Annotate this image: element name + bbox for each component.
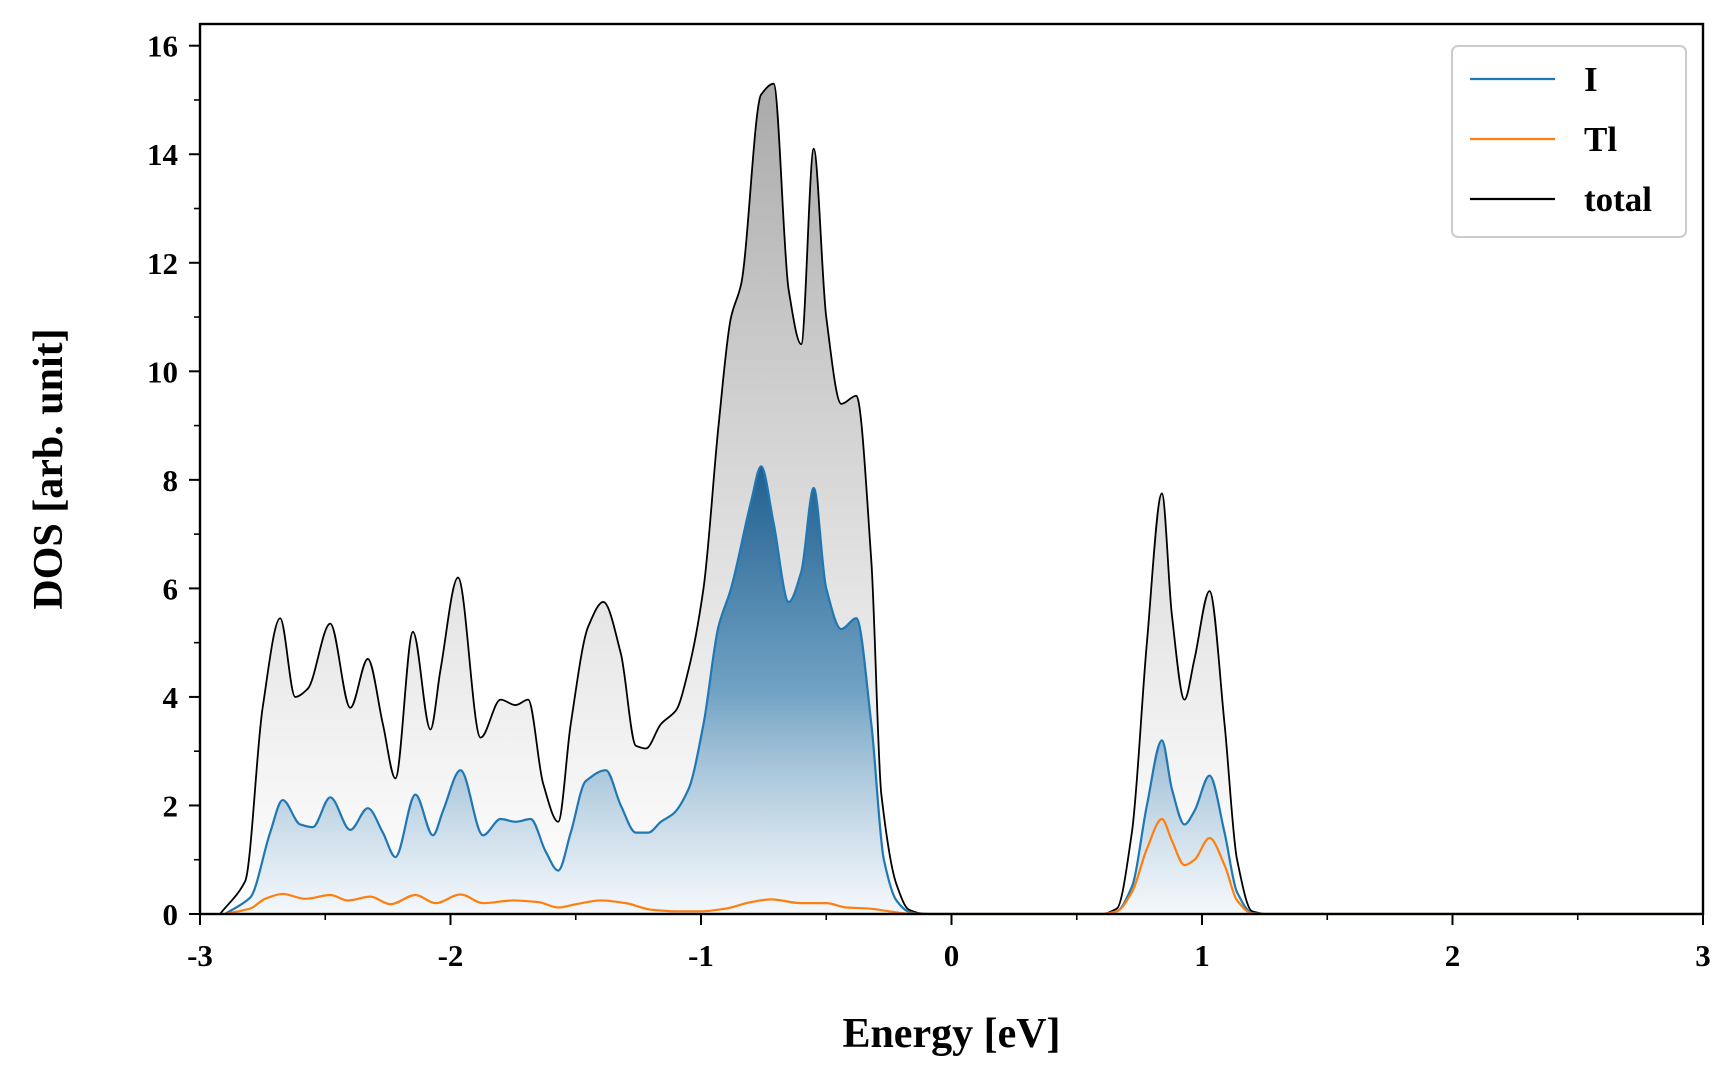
y-tick-label: 12 <box>147 246 178 281</box>
y-tick-label: 6 <box>163 571 179 606</box>
y-tick-label: 0 <box>163 897 179 932</box>
x-tick-label: 0 <box>944 938 960 973</box>
series-line-i <box>224 465 1703 914</box>
area-fills <box>220 83 1703 914</box>
series-lines <box>219 82 1703 914</box>
area-fill-i <box>225 466 1703 914</box>
legend-label-total: total <box>1584 180 1652 219</box>
y-tick-label: 4 <box>163 680 179 715</box>
x-tick-label: -3 <box>187 938 213 973</box>
y-axis-title: DOS [arb. unit] <box>26 328 72 609</box>
x-tick-label: 3 <box>1695 938 1711 973</box>
area-fill-total <box>220 83 1703 914</box>
legend-box <box>1451 45 1687 238</box>
y-tick-label: 8 <box>163 463 179 498</box>
legend-label-i: I <box>1584 60 1598 99</box>
x-axis-title: Energy [eV] <box>842 1011 1060 1057</box>
x-tick-label: 1 <box>1194 938 1210 973</box>
y-tick-label: 16 <box>147 29 178 64</box>
y-tick-label: 2 <box>163 788 179 823</box>
series-line-tl <box>224 817 1703 914</box>
x-tick-label: -2 <box>438 938 464 973</box>
y-tick-label: 14 <box>147 137 178 172</box>
x-tick-label: 2 <box>1445 938 1461 973</box>
series-line-total <box>219 82 1703 914</box>
y-tick-label: 10 <box>147 354 178 389</box>
x-tick-label: -1 <box>688 938 714 973</box>
legend-label-tl: Tl <box>1584 120 1617 159</box>
legend: I Tl total <box>1451 45 1687 238</box>
